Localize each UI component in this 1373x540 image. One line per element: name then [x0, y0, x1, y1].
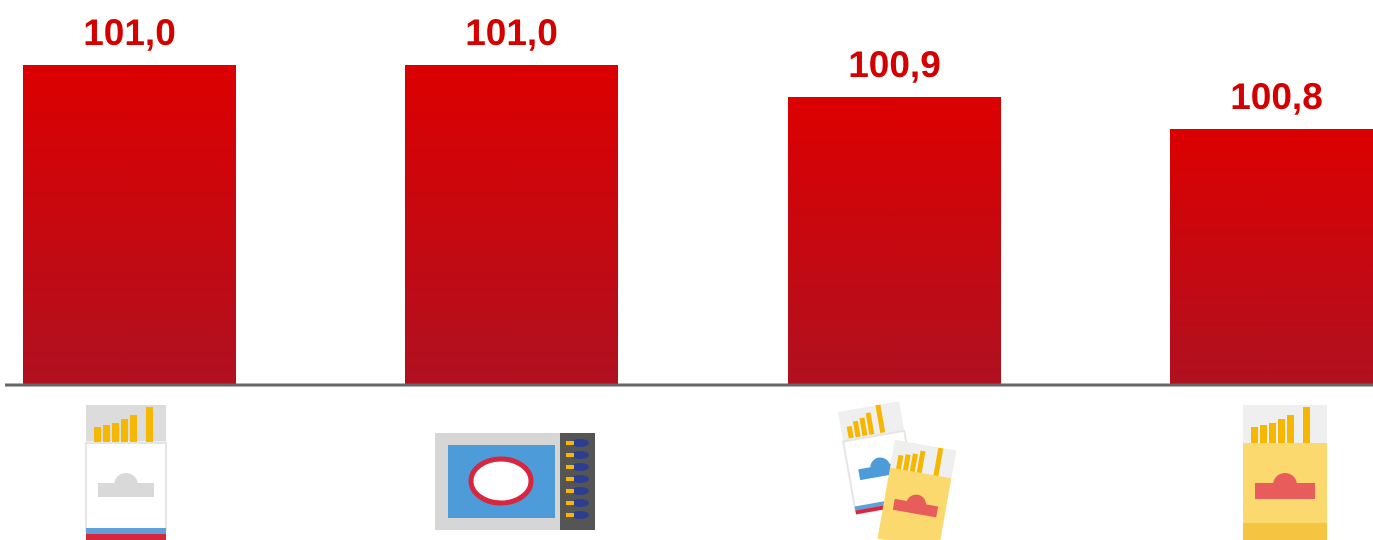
bar-4	[1170, 129, 1373, 385]
bars-group	[23, 65, 1373, 385]
cigarette-pack-yellow-icon	[1243, 405, 1327, 540]
cigarette-pack-white-icon	[85, 405, 167, 540]
value-labels-group: 101,0 101,0 100,9 100,8	[83, 12, 1323, 117]
cigarette-packs-pair-icon	[838, 401, 957, 540]
value-label-4: 100,8	[1230, 76, 1323, 117]
matchbox-icon	[435, 433, 595, 530]
bar-3	[788, 97, 1001, 385]
value-label-2: 101,0	[465, 12, 558, 53]
bar-1	[23, 65, 236, 385]
bar-2	[405, 65, 618, 385]
value-label-1: 101,0	[83, 12, 176, 53]
value-label-3: 100,9	[848, 44, 941, 85]
